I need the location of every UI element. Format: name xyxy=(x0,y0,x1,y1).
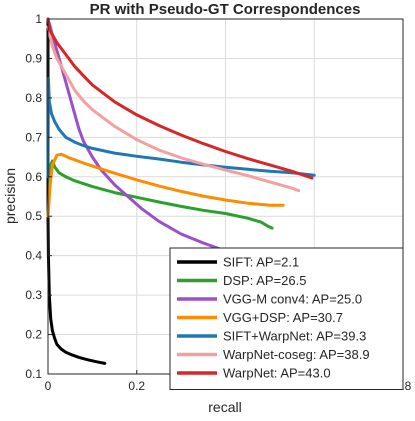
series-line-3 xyxy=(46,152,285,218)
y-axis-label: precision xyxy=(2,168,18,224)
series-line-4 xyxy=(46,76,316,179)
x-tick-label: 0.2 xyxy=(128,379,145,393)
series-line-0 xyxy=(46,17,107,365)
y-tick-label: 0.5 xyxy=(25,209,42,223)
legend-label: DSP: AP=26.5 xyxy=(223,273,306,288)
y-tick-label: 0.9 xyxy=(25,51,42,65)
x-axis-label: recall xyxy=(208,399,241,415)
legend-label: WarpNet-coseg: AP=38.9 xyxy=(223,347,370,362)
y-tick-label: 0.4 xyxy=(25,249,42,263)
series-line-6 xyxy=(46,17,314,180)
legend-label: SIFT+WarpNet: AP=39.3 xyxy=(223,329,366,344)
y-tick-label: 0.3 xyxy=(25,288,42,302)
legend-label: SIFT: AP=2.1 xyxy=(223,255,299,270)
legend-label: VGG-M conv4: AP=25.0 xyxy=(223,292,362,307)
legend-label: VGG+DSP: AP=30.7 xyxy=(223,310,343,325)
y-tick-label: 0.8 xyxy=(25,91,42,105)
legend-label: WarpNet: AP=43.0 xyxy=(223,366,331,381)
y-tick-label: 0.6 xyxy=(25,170,42,184)
y-tick-label: 0.2 xyxy=(25,328,42,342)
y-tick-label: 0.1 xyxy=(25,367,42,381)
series-line-5 xyxy=(46,25,301,193)
series-line-1 xyxy=(46,159,274,230)
x-tick-label: 0 xyxy=(45,379,52,393)
series-layer xyxy=(46,17,316,365)
legend: SIFT: AP=2.1 DSP: AP=26.5 VGG-M conv4: AP=… xyxy=(169,247,404,390)
y-tick-label: 1 xyxy=(35,12,42,26)
y-tick-label: 0.7 xyxy=(25,130,42,144)
chart-title: PR with Pseudo-GT Correspondences xyxy=(90,1,361,18)
